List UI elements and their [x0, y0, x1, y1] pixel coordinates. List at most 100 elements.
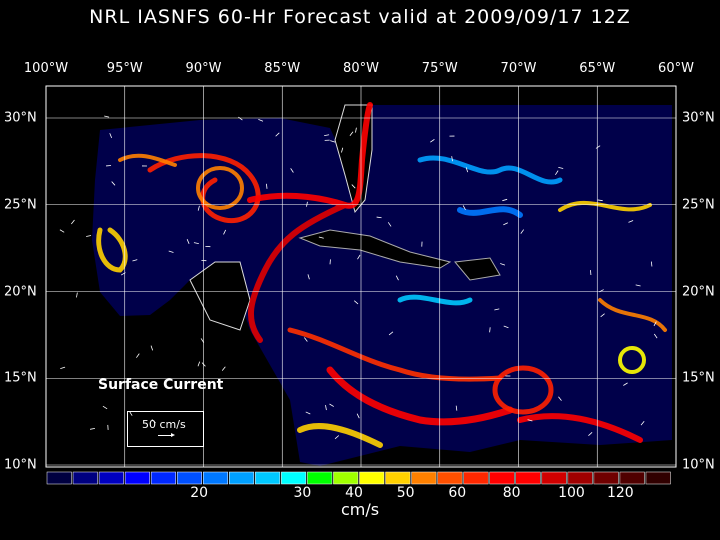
vector-arrow — [329, 403, 334, 407]
colorbar-swatch — [515, 471, 541, 485]
vector-arrow — [111, 181, 116, 186]
colorbar-swatch — [98, 471, 124, 485]
vector-arrow — [197, 361, 201, 367]
vector-arrow — [494, 308, 500, 311]
colorbar-tick-label: 100 — [558, 485, 585, 501]
vector-arrow — [503, 222, 509, 226]
vector-arrow — [451, 156, 453, 162]
vector-arrow — [151, 419, 156, 424]
vector-arrow — [104, 115, 110, 118]
vector-arrow — [349, 131, 354, 136]
lat-label: 15°N — [682, 370, 715, 386]
lat-label: 30°N — [4, 110, 37, 126]
vector-arrow — [558, 166, 564, 169]
vector-arrow — [186, 239, 190, 244]
colorbar-swatch — [176, 471, 202, 485]
map-frame — [45, 85, 677, 468]
lat-label: 25°N — [682, 197, 715, 213]
colorbar-tick-label: 120 — [606, 485, 634, 501]
lon-label: 65°W — [579, 61, 616, 76]
vector-arrow — [305, 411, 311, 415]
lat-label: 15°N — [4, 370, 37, 386]
vector-arrow — [355, 127, 357, 133]
colorbar-swatch — [72, 471, 98, 485]
vector-arrow — [59, 229, 65, 233]
vector-arrow — [150, 345, 154, 351]
vector-arrow — [600, 313, 605, 318]
vector-arrow — [430, 139, 435, 143]
vector-arrow — [221, 366, 226, 371]
vector-arrow — [325, 405, 327, 411]
vector-arrow — [500, 263, 506, 266]
vector-arrow — [597, 199, 603, 202]
colorbar-swatch — [307, 471, 333, 485]
vector-arrow — [71, 219, 75, 225]
vector-arrow — [628, 220, 634, 223]
vector-arrow — [266, 183, 268, 189]
vector-arrow — [489, 327, 491, 333]
vector-arrow — [599, 289, 604, 293]
colorbar-tick-label: 30 — [293, 485, 312, 501]
vector-arrow — [462, 205, 466, 211]
vector-arrow — [388, 331, 394, 336]
colorbar-swatch — [463, 471, 489, 485]
colorbar — [46, 471, 671, 485]
colorbar-tick-label: 20 — [190, 485, 209, 501]
colorbar-tick-label: 40 — [345, 485, 363, 501]
current-band — [618, 346, 647, 374]
vector-arrow — [357, 254, 361, 260]
vector-arrow — [201, 362, 206, 367]
current-band — [247, 202, 348, 343]
vector-arrow — [290, 168, 294, 173]
colorbar-swatch — [203, 471, 229, 485]
vector-arrow — [120, 272, 126, 276]
vector-arrow — [387, 222, 392, 227]
vector-arrow — [168, 250, 174, 253]
lon-label: 95°W — [106, 61, 143, 76]
vector-arrow — [318, 236, 324, 239]
vector-arrow — [455, 405, 458, 411]
vector-arrow — [275, 132, 280, 137]
map-title: NRL IASNFS 60-Hr Forecast valid at 2009/… — [89, 6, 631, 28]
vector-arrow — [132, 259, 138, 262]
colorbar-swatch — [124, 471, 150, 485]
vector-arrow — [76, 292, 78, 298]
vector-arrow — [307, 274, 310, 280]
lon-label: 85°W — [264, 61, 301, 76]
colorbar-tick-label: 50 — [396, 485, 415, 501]
vector-arrow — [653, 333, 658, 339]
vector-arrow — [527, 419, 533, 422]
hispaniola-land — [454, 257, 501, 281]
colorbar-tick-label: 60 — [448, 485, 467, 501]
colorbar-swatch — [489, 471, 515, 485]
colorbar-tick-label: 80 — [502, 485, 521, 501]
reference-vector-box: 50 cm/s — [127, 411, 204, 447]
lat-label: 10°N — [4, 457, 37, 473]
current-vectors — [59, 115, 658, 440]
current-band — [417, 155, 563, 185]
current-band — [558, 200, 652, 212]
vector-arrow — [102, 405, 108, 410]
current-band — [247, 102, 373, 209]
vector-arrow — [86, 235, 92, 237]
vector-arrow — [623, 382, 628, 386]
vector-arrow — [595, 145, 601, 149]
colorbar-swatch — [385, 471, 411, 485]
colorbar-swatch — [359, 471, 385, 485]
vector-arrow — [223, 229, 227, 235]
vector-arrow — [376, 216, 382, 219]
current-band — [492, 365, 554, 415]
colorbar-swatch — [437, 471, 463, 485]
colorbar-swatch — [333, 471, 359, 485]
current-band — [326, 366, 514, 426]
colorbar-swatch — [567, 471, 593, 485]
lon-label: 90°W — [185, 61, 222, 76]
current-band — [96, 227, 128, 273]
colorbar-swatch — [541, 471, 567, 485]
vector-arrow — [465, 167, 469, 173]
lon-label: 60°W — [658, 61, 694, 76]
vector-arrow — [304, 337, 308, 342]
vector-arrow — [129, 411, 133, 416]
current-band — [297, 422, 383, 448]
